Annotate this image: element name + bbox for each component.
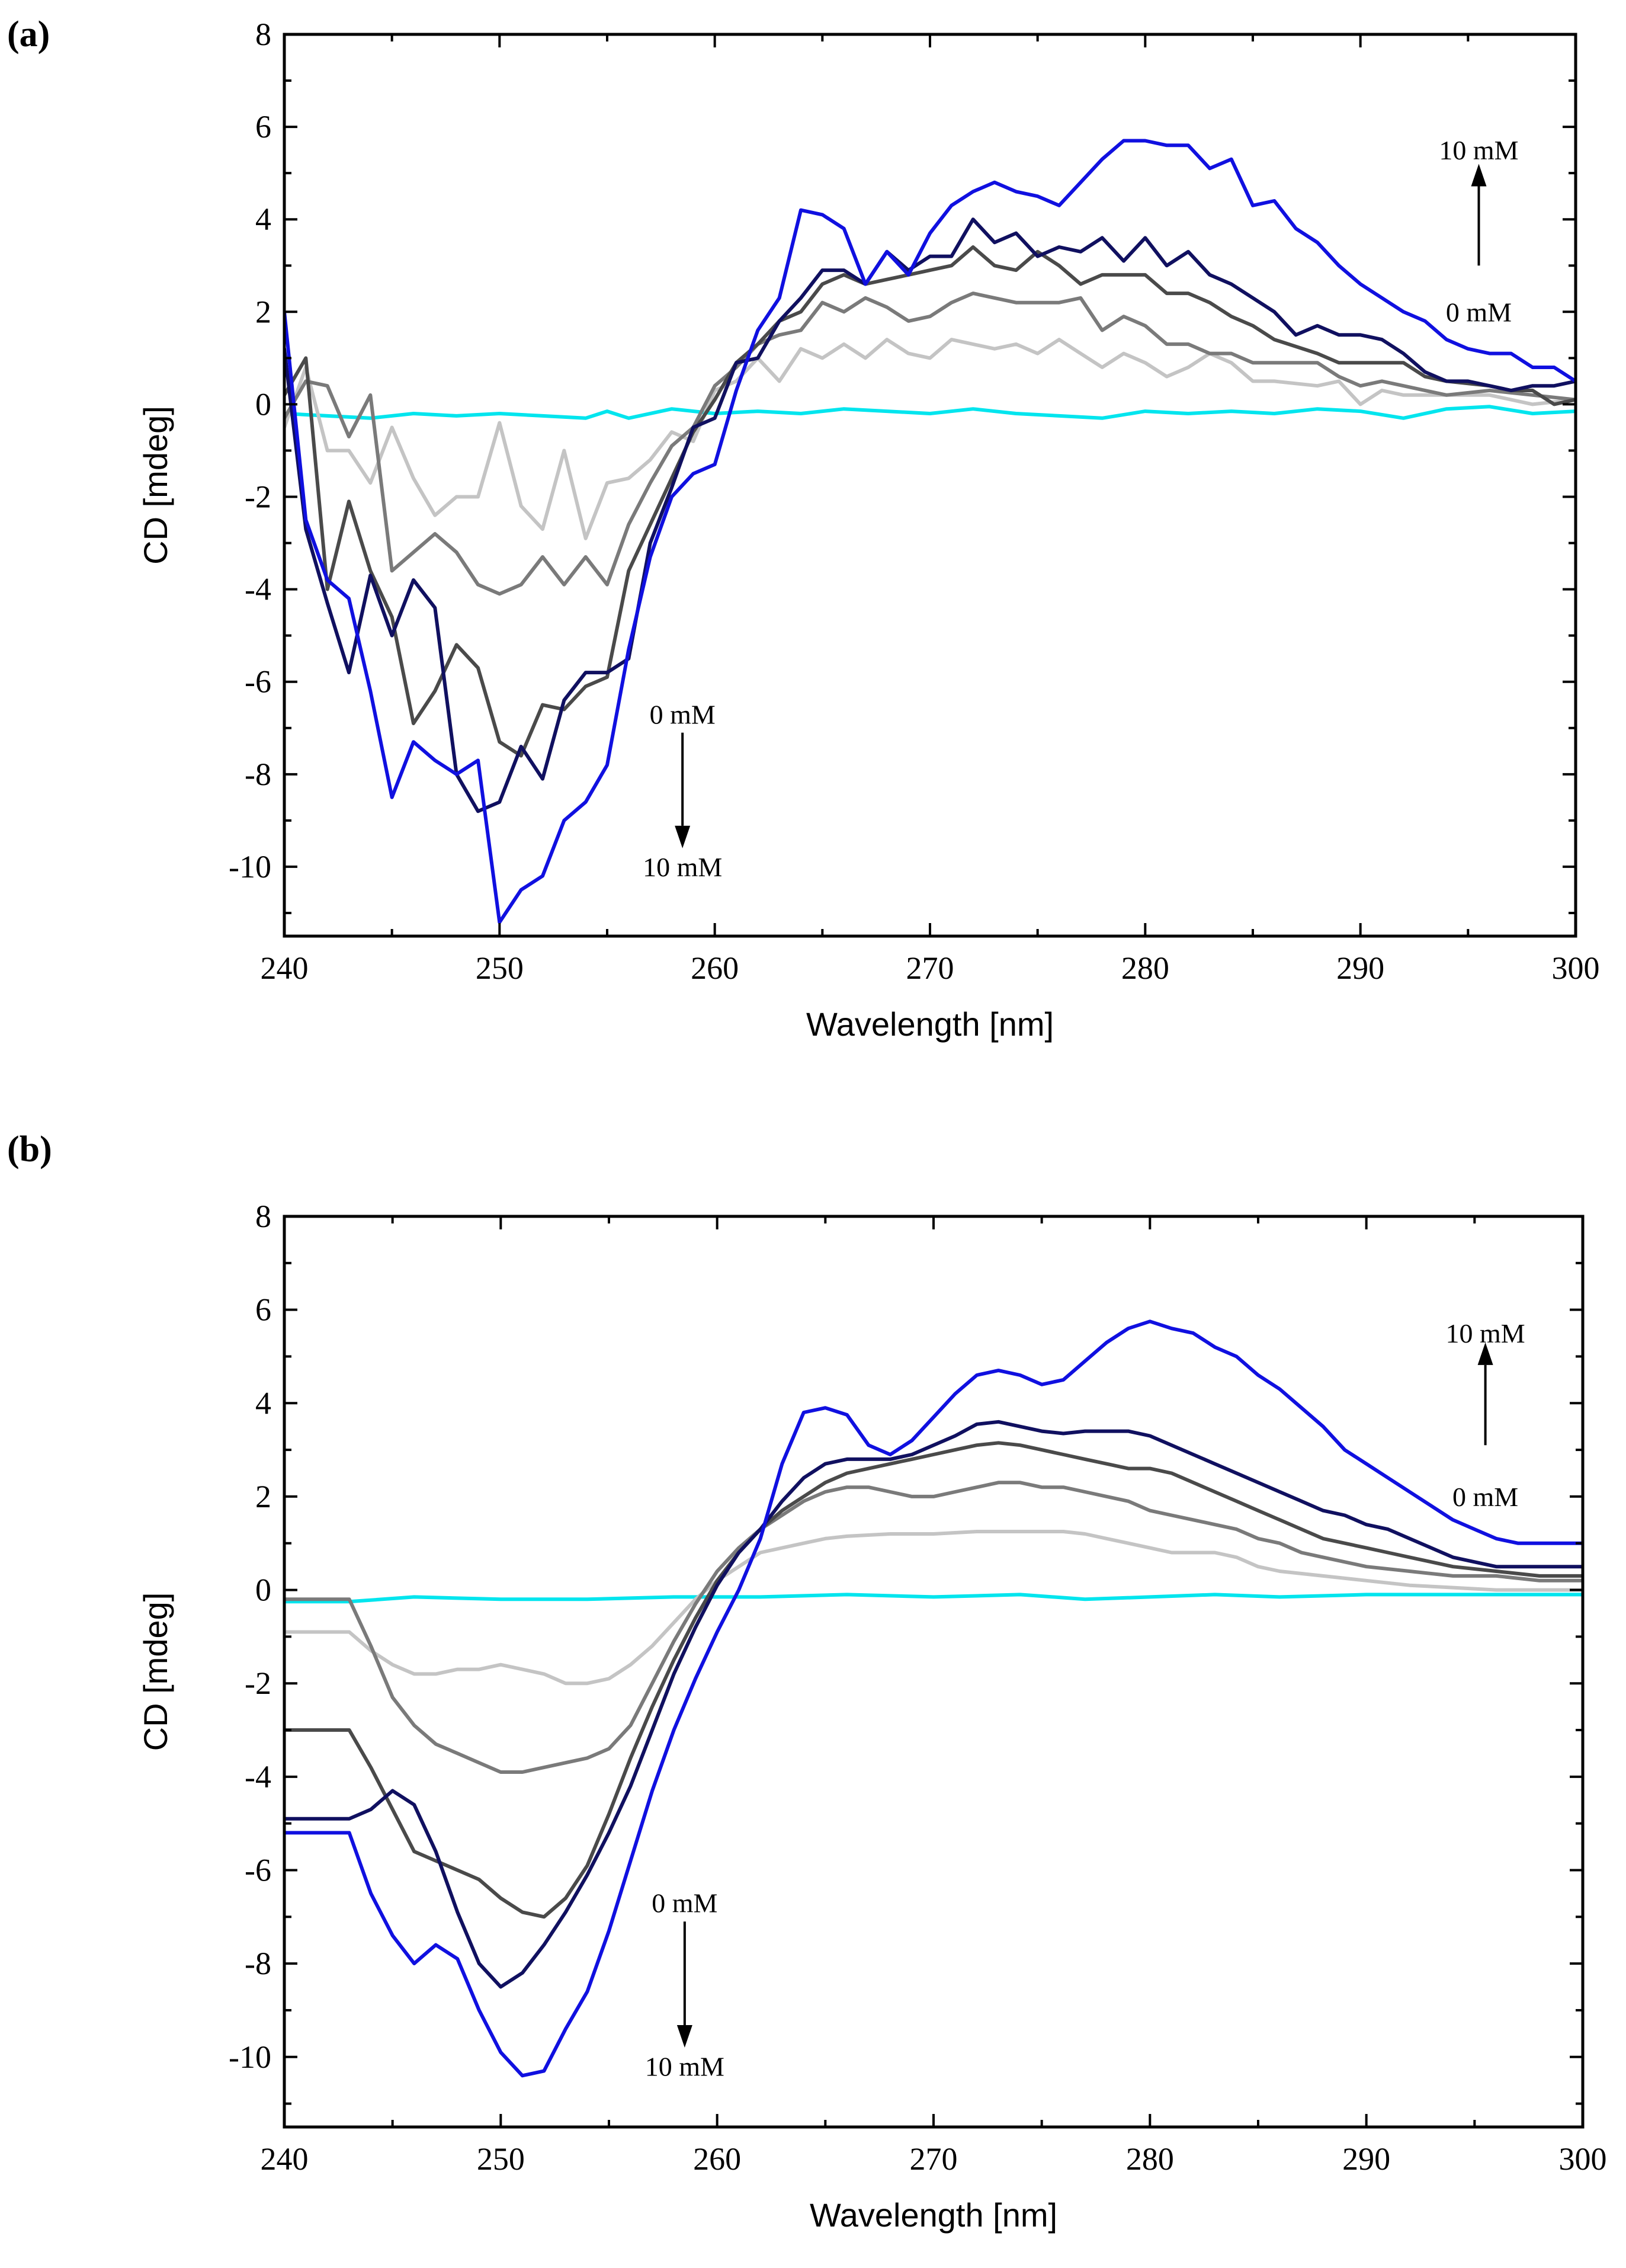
- arrow-head: [1471, 164, 1487, 187]
- series-line-0: [284, 405, 1576, 420]
- annotation-label: 10 mM: [643, 852, 722, 882]
- series-line-4: [284, 217, 1576, 813]
- x-tick-label: 250: [476, 950, 524, 986]
- series-line-0: [284, 1593, 1583, 1604]
- series-line-4: [284, 1420, 1583, 1989]
- y-axis-label: CD [mdeg]: [137, 406, 174, 565]
- annotation-label: 0 mM: [1452, 1482, 1518, 1512]
- x-tick-label: 290: [1342, 2141, 1390, 2177]
- panel-label: (b): [7, 1129, 52, 1170]
- panel-label: (a): [7, 14, 50, 55]
- y-tick-label: 8: [255, 1199, 271, 1234]
- y-tick-label: -8: [245, 757, 271, 792]
- y-tick-label: 4: [255, 1385, 271, 1421]
- series-line-2: [284, 291, 1576, 596]
- arrow-head: [676, 2025, 692, 2048]
- y-tick-label: 6: [255, 109, 271, 145]
- series-line-1: [284, 338, 1576, 540]
- y-tick-label: -10: [229, 849, 271, 885]
- series-line-5: [284, 139, 1576, 924]
- series-line-2: [284, 1481, 1583, 1774]
- x-tick-label: 280: [1121, 950, 1169, 986]
- y-tick-label: 8: [255, 17, 271, 52]
- annotation-label: 0 mM: [650, 699, 716, 729]
- annotation-label: 10 mM: [1439, 135, 1518, 165]
- x-tick-label: 270: [910, 2141, 958, 2177]
- x-tick-label: 290: [1336, 950, 1384, 986]
- annotation-label: 0 mM: [1446, 297, 1512, 327]
- y-tick-label: -2: [245, 1665, 271, 1701]
- x-tick-label: 260: [691, 950, 739, 986]
- arrow-head: [1477, 1342, 1493, 1365]
- y-tick-label: 6: [255, 1292, 271, 1328]
- x-tick-label: 300: [1559, 2141, 1607, 2177]
- annotation-label: 10 mM: [645, 2052, 724, 2082]
- x-tick-label: 250: [477, 2141, 525, 2177]
- series-group: [284, 1319, 1583, 2078]
- y-tick-label: 2: [255, 294, 271, 329]
- series-group: [284, 139, 1576, 924]
- y-tick-label: -6: [245, 664, 271, 700]
- x-tick-label: 260: [693, 2141, 741, 2177]
- annotation-label: 0 mM: [652, 1888, 717, 1918]
- y-tick-label: -2: [245, 479, 271, 515]
- series-line-3: [284, 245, 1576, 758]
- x-tick-label: 270: [906, 950, 954, 986]
- y-tick-label: -8: [245, 1946, 271, 1981]
- y-axis-label: CD [mdeg]: [137, 1593, 174, 1751]
- plot-frame: [283, 33, 1577, 938]
- y-tick-label: 4: [255, 201, 271, 237]
- chart-panel-a: (a) 240 250 260 270 280 290 300 -10 -8 -6 -4 -2 0 2 4 6 8…: [7, 14, 1600, 1043]
- arrow-head: [675, 825, 691, 848]
- x-tick-label: 240: [261, 2141, 309, 2177]
- y-tick-label: -6: [245, 1852, 271, 1888]
- y-tick-label: 0: [255, 1572, 271, 1608]
- y-tick-label: -10: [229, 2039, 271, 2075]
- x-tick-label: 240: [261, 950, 309, 986]
- chart-panel-b: (b) 240 250 260 270 280 290 300 -10 -8 -6 -4 -2 0 2 4 6 8…: [7, 1129, 1607, 2234]
- y-tick-label: 2: [255, 1479, 271, 1514]
- y-tick-label: -4: [245, 1759, 271, 1795]
- series-line-3: [284, 1441, 1583, 1919]
- x-axis-label: Wavelength [nm]: [810, 2196, 1057, 2234]
- series-line-5: [284, 1319, 1583, 2078]
- y-tick-label: -4: [245, 572, 271, 607]
- x-tick-label: 300: [1552, 950, 1600, 986]
- plot-frame: [283, 1215, 1585, 2129]
- series-line-1: [284, 1530, 1583, 1686]
- x-axis-label: Wavelength [nm]: [806, 1005, 1054, 1043]
- y-tick-label: 0: [255, 386, 271, 422]
- x-tick-label: 280: [1126, 2141, 1174, 2177]
